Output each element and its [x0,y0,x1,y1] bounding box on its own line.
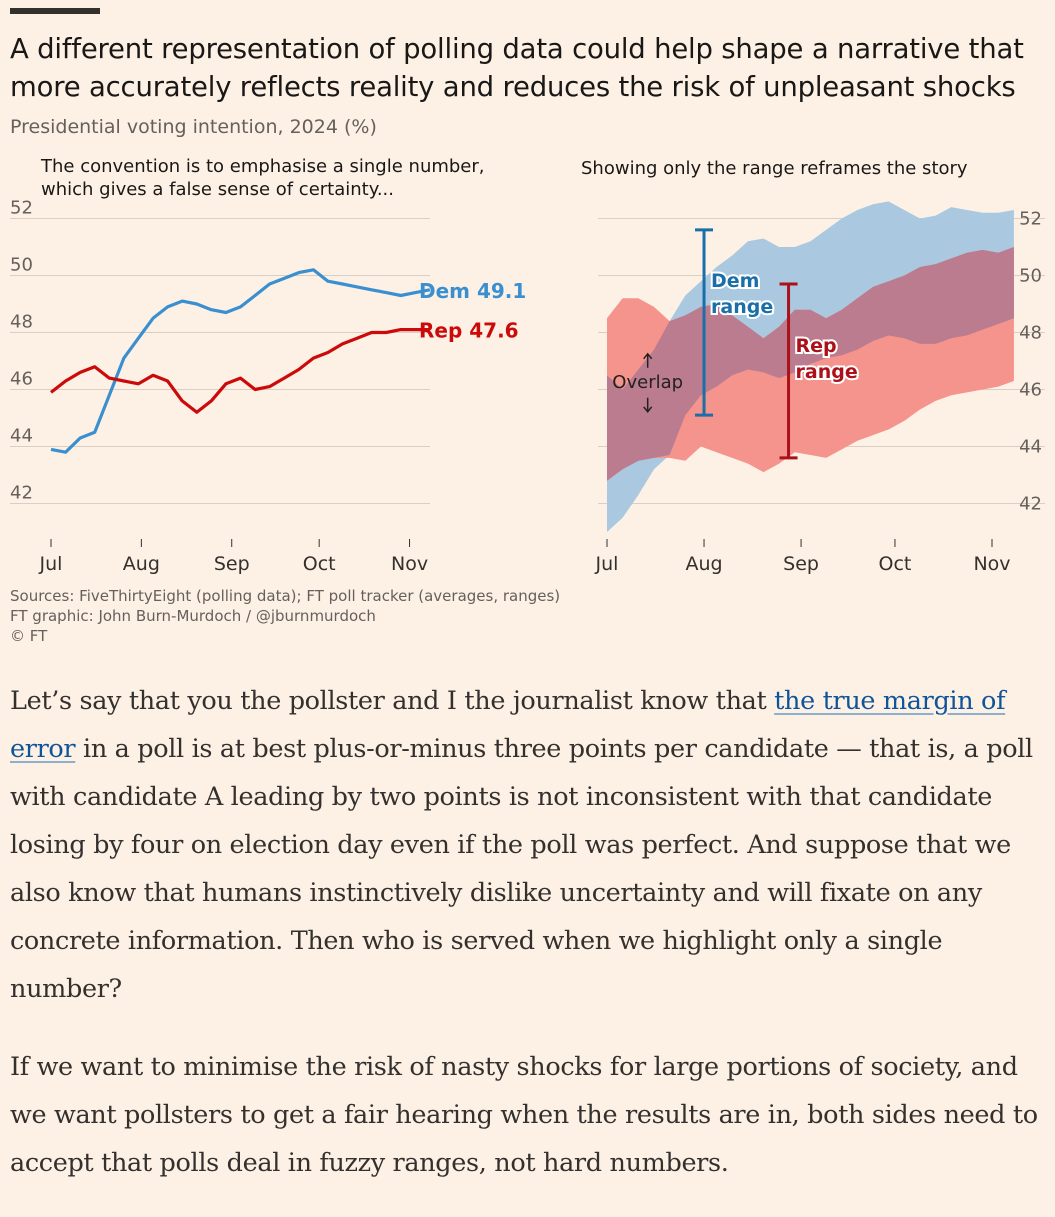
right-x-tick-label: Nov [973,553,1010,575]
rep-range-label: range [796,361,858,383]
polling-charts: The convention is to emphasise a single … [10,156,1045,575]
left-x-tick-label: Oct [303,553,336,575]
left-y-tick-label: 46 [10,369,33,390]
overlap-band [607,247,1014,481]
dem-line [50,268,431,454]
article-paragraph-2: If we want to minimise the risk of nasty… [10,1052,1038,1178]
dem-range-label: Dem [711,270,759,292]
right-x-tick-label: Oct [879,553,912,575]
rep-end-label: Rep 47.6 [419,319,519,343]
right-y-tick-label: 46 [1019,380,1042,401]
right-x-tick-label: Sep [783,553,819,575]
copyright-line: © FT [10,627,48,645]
article-paragraph-1: Let’s say that you the pollster and I th… [10,677,1050,1013]
rep-line [50,328,430,414]
left-chart-title-line: which gives a false sense of certainty..… [41,179,394,200]
left-y-tick-label: 42 [10,483,33,504]
left-y-tick-label: 52 [10,198,33,219]
right-x-tick-label: Jul [595,553,619,575]
overlap-label: Overlap [612,372,683,393]
left-x-tick-label: Aug [123,553,160,575]
article-body: Let’s say that you the pollster and I th… [10,677,1050,1217]
right-chart-title: Showing only the range reframes the stor… [581,158,968,179]
right-y-tick-label: 44 [1019,437,1042,458]
left-y-tick-label: 44 [10,426,33,447]
source-line: Sources: FiveThirtyEight (polling data);… [10,587,561,605]
right-x-tick-label: Aug [685,553,722,575]
right-y-tick-label: 42 [1019,494,1042,515]
overlap-down-arrow [643,397,653,414]
left-y-tick-label: 50 [10,255,33,276]
paragraph-1-start: Let’s say that you the pollster and I th… [10,686,775,716]
left-x-tick-label: Sep [214,553,250,575]
left-x-tick-label: Jul [39,553,63,575]
headline: A different representation of polling da… [10,33,1024,103]
right-y-tick-label: 50 [1019,266,1042,287]
left-x-tick-label: Nov [391,553,428,575]
left-chart-title-line: The convention is to emphasise a single … [40,156,485,177]
left-chart-title: The convention is to emphasise a single … [40,156,485,200]
chart-subtitle: Presidential voting intention, 2024 (%) [10,116,377,138]
rep-range-label: Rep [796,335,837,357]
right-y-tick-label: 48 [1019,323,1042,344]
dem-range-label: range [711,296,773,318]
right-y-tick-label: 52 [1019,209,1042,230]
dem-end-label: Dem 49.1 [419,279,526,303]
paragraph-1-end: in a poll is at best plus-or-minus three… [10,734,1033,1004]
margin-of-error-link[interactable]: the true margin of error [10,686,1006,764]
overlap-up-arrow [643,352,653,368]
sources: Sources: FiveThirtyEight (polling data);… [10,586,560,646]
header-accent-bar [10,8,100,14]
left-y-tick-label: 48 [10,312,33,333]
credit-line: FT graphic: John Burn-Murdoch / @jburnmu… [10,607,376,625]
